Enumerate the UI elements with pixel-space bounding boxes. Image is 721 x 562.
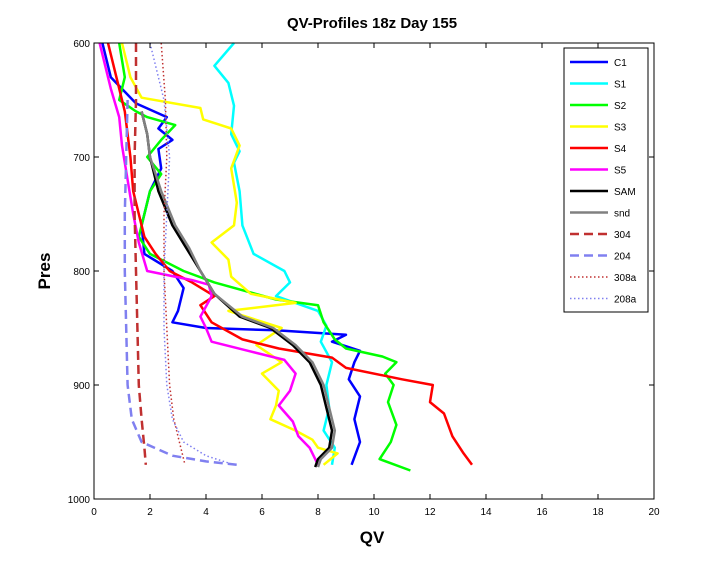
- series-line-204: [123, 99, 237, 467]
- x-tick-label: 18: [592, 507, 604, 518]
- legend-label-304: 304: [614, 230, 631, 241]
- y-tick-label: 700: [73, 153, 90, 164]
- x-tick-label: 14: [480, 507, 492, 518]
- legend-label-308a: 308a: [614, 273, 637, 284]
- legend-label-C1: C1: [614, 58, 627, 69]
- legend-label-204: 204: [614, 252, 631, 263]
- x-axis-title: QV: [360, 528, 385, 547]
- legend-label-S5: S5: [614, 166, 627, 177]
- x-tick-label: 0: [91, 507, 97, 518]
- series-line-304: [133, 43, 148, 465]
- legend-label-208a: 208a: [614, 295, 637, 306]
- ticks-layer: 0 2 4 6 8 10 12 14 16 18 20 600 700 800 900 1000: [68, 39, 660, 518]
- legend-label-S1: S1: [614, 80, 627, 91]
- series-line-S3: [120, 42, 339, 466]
- legend: C1 S1 S2 S3 S4 S5 SAM snd 304 204 308a 208a: [563, 47, 649, 313]
- legend-label-S2: S2: [614, 101, 627, 112]
- plot-area: [94, 43, 654, 499]
- y-tick-label: 800: [73, 267, 90, 278]
- y-tick-label: 1000: [68, 495, 91, 506]
- series-line-208a: [149, 42, 235, 466]
- x-tick-label: 20: [648, 507, 660, 518]
- series-line-308a: [160, 42, 186, 465]
- legend-label-S4: S4: [614, 144, 627, 155]
- x-tick-label: 2: [147, 507, 153, 518]
- y-tick-label: 600: [73, 39, 90, 50]
- series-line-snd: [140, 111, 337, 468]
- legend-label-S3: S3: [614, 123, 627, 134]
- series-line-S4: [106, 42, 474, 466]
- x-tick-label: 10: [368, 507, 380, 518]
- series-line-S1: [213, 42, 337, 466]
- legend-label-SAM: SAM: [614, 187, 636, 198]
- x-tick-label: 16: [536, 507, 548, 518]
- x-tick-label: 8: [315, 507, 321, 518]
- legend-box: [563, 47, 649, 313]
- chart-title: QV-Profiles 18z Day 155: [287, 15, 457, 32]
- x-tick-label: 6: [259, 507, 265, 518]
- x-tick-label: 4: [203, 507, 209, 518]
- y-tick-label: 900: [73, 381, 90, 392]
- legend-label-snd: snd: [614, 209, 630, 220]
- y-axis-title: Pres: [35, 253, 54, 290]
- series-line-C1: [101, 42, 362, 466]
- x-tick-label: 12: [424, 507, 436, 518]
- series-layer: [98, 42, 474, 472]
